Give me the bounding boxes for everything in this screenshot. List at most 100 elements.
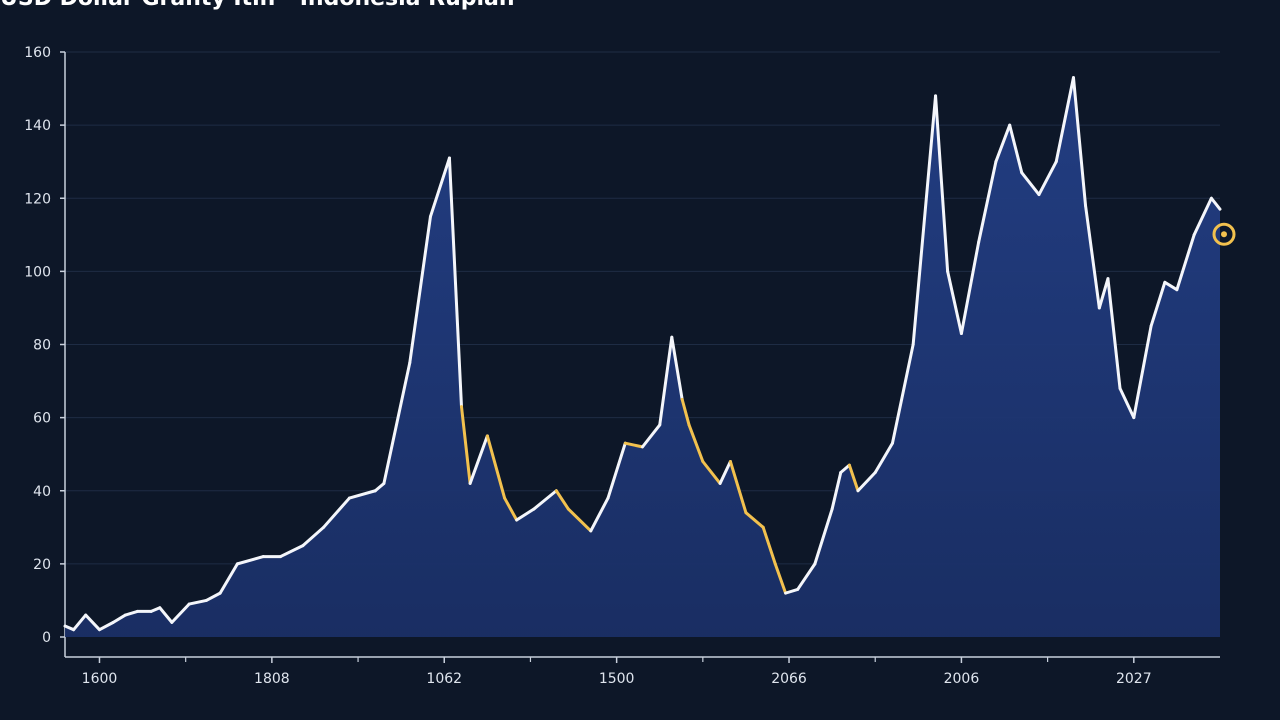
line-segment — [428, 156, 451, 219]
line-segment — [784, 587, 800, 595]
end-point-marker — [1212, 222, 1236, 246]
y-tick-label: 120 — [24, 191, 51, 207]
y-tick-label: 0 — [42, 630, 51, 646]
line-segment — [773, 562, 788, 595]
line-segment — [218, 562, 239, 595]
line-segment — [830, 470, 843, 511]
series-area — [65, 77, 1220, 638]
y-tick-label: 80 — [33, 338, 51, 354]
line-segment — [641, 423, 662, 449]
line-segment — [1163, 280, 1179, 292]
line-segment — [447, 156, 463, 409]
line-segment — [278, 544, 305, 559]
line-segment — [63, 624, 76, 632]
line-segment — [149, 606, 162, 613]
line-segment — [1106, 277, 1122, 390]
line-segment — [606, 441, 627, 500]
end-point-dot — [1221, 231, 1227, 238]
line-segment — [187, 598, 208, 606]
line-segment — [72, 613, 88, 632]
line-segment — [623, 441, 644, 449]
line-segment — [946, 269, 963, 336]
line-segment — [322, 496, 351, 529]
line-segment — [1175, 233, 1196, 292]
line-segment — [554, 489, 570, 511]
x-tick-label: 1600 — [82, 671, 118, 687]
line-segment — [761, 525, 777, 566]
line-segment — [1020, 171, 1041, 197]
line-segment — [123, 609, 139, 617]
x-tick-label: 1062 — [426, 671, 462, 687]
line-segment — [235, 555, 265, 566]
line-segment — [796, 562, 817, 591]
line-segment — [1118, 386, 1136, 420]
line-segment — [84, 613, 101, 632]
line-segment — [977, 160, 998, 244]
x-tick-label: 2027 — [1116, 671, 1152, 687]
y-tick-label: 100 — [24, 264, 51, 280]
line-segment — [658, 335, 674, 427]
line-segment — [1054, 76, 1075, 164]
line-segment — [680, 397, 691, 427]
line-segment — [856, 470, 877, 493]
line-segment — [158, 606, 174, 624]
line-segment — [515, 507, 536, 522]
line-segment — [1192, 196, 1213, 237]
line-segment — [459, 405, 472, 485]
line-segment — [408, 215, 432, 365]
line-segment — [847, 463, 860, 493]
axes — [60, 51, 1220, 663]
line-segment — [1008, 123, 1024, 175]
line-segment — [97, 620, 115, 632]
x-tick-label: 1808 — [254, 671, 290, 687]
y-tick-label: 140 — [24, 118, 51, 134]
line-segment — [1209, 196, 1222, 211]
line-segment — [670, 335, 684, 401]
line-segment — [468, 434, 489, 485]
y-tick-label: 160 — [24, 45, 51, 61]
line-segment — [911, 94, 938, 346]
line-segment — [873, 441, 894, 474]
line-segment — [170, 602, 191, 624]
line-segment — [382, 361, 412, 485]
line-segment — [503, 496, 519, 522]
line-segment — [744, 511, 765, 529]
line-segment — [687, 423, 705, 463]
area-fill — [65, 77, 1220, 638]
y-tick-label: 20 — [33, 557, 51, 573]
y-tick-label: 60 — [33, 411, 51, 427]
line-segment — [532, 489, 558, 511]
line-segment — [566, 507, 593, 533]
tick-labels: 0 20 40 60 80 100 120 140 160 1600 1808 1062 1500 206… — [24, 45, 1151, 687]
line-segment — [839, 463, 851, 474]
line-segment — [1037, 160, 1058, 197]
line-segment — [1149, 280, 1167, 328]
x-tick-label: 2066 — [771, 671, 807, 687]
line-segment — [959, 240, 981, 336]
line-segment — [347, 489, 377, 500]
line-segment — [589, 496, 610, 533]
series-line — [63, 76, 1236, 632]
line-segment — [718, 460, 732, 485]
line-segment — [1084, 204, 1101, 310]
x-tick-label: 2006 — [944, 671, 980, 687]
y-tick-label: 40 — [33, 484, 51, 500]
line-segment — [1097, 277, 1110, 310]
line-segment — [301, 525, 326, 548]
chart-title: USD Dollar Granty Itih - Indonesia Rupia… — [0, 0, 515, 11]
line-segment — [111, 613, 127, 624]
x-tick-label: 1500 — [599, 671, 635, 687]
line-segment — [994, 123, 1012, 164]
line-segment — [204, 591, 222, 602]
line-segment — [934, 94, 950, 273]
line-segment — [701, 460, 722, 485]
line-segment — [728, 460, 748, 515]
line-segment — [890, 343, 915, 445]
line-segment — [1071, 76, 1088, 208]
line-segment — [1132, 324, 1153, 420]
line-segment — [373, 481, 386, 493]
line-segment — [813, 507, 834, 566]
line-segment — [485, 434, 507, 500]
